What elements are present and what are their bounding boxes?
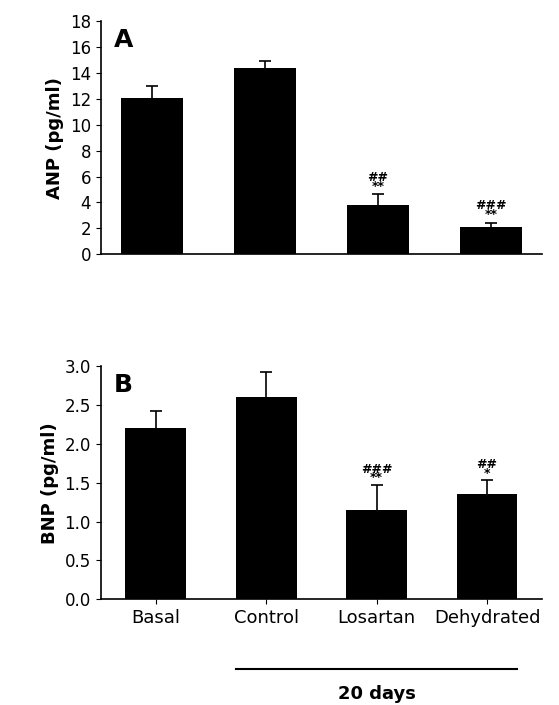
Bar — [460, 227, 522, 255]
Text: **: ** — [372, 180, 385, 192]
Bar — [121, 97, 183, 255]
Bar — [125, 429, 186, 599]
Bar — [457, 494, 518, 599]
Text: ###: ### — [361, 462, 392, 476]
Text: ###: ### — [475, 200, 507, 212]
Y-axis label: BNP (pg/ml): BNP (pg/ml) — [41, 422, 59, 544]
Text: ##: ## — [367, 171, 389, 184]
Text: **: ** — [485, 208, 498, 221]
Bar — [347, 205, 409, 255]
Text: A: A — [114, 28, 133, 52]
Text: ##: ## — [476, 458, 498, 471]
Text: **: ** — [370, 471, 383, 484]
Bar — [236, 397, 297, 599]
Text: B: B — [114, 373, 133, 397]
Text: *: * — [484, 467, 490, 479]
Bar — [346, 510, 407, 599]
Text: 20 days: 20 days — [338, 685, 415, 704]
Bar — [234, 68, 296, 255]
Y-axis label: ANP (pg/ml): ANP (pg/ml) — [46, 77, 64, 199]
